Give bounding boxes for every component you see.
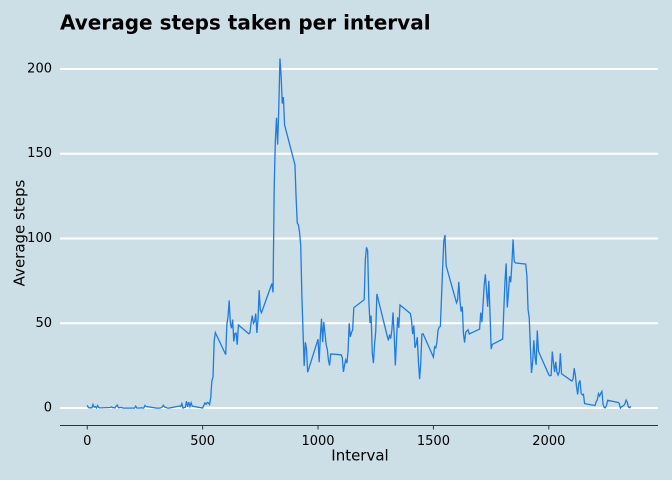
y-tick-label: 200 bbox=[27, 61, 52, 76]
chart-title: Average steps taken per interval bbox=[60, 11, 431, 35]
y-tick-label: 0 bbox=[44, 401, 52, 416]
y-tick-label: 100 bbox=[27, 231, 52, 246]
x-tick-label: 1500 bbox=[417, 434, 450, 449]
data-line bbox=[86, 58, 632, 410]
x-tick-label: 500 bbox=[190, 434, 215, 449]
x-tick-label: 0 bbox=[83, 434, 91, 449]
x-tick-label: 1000 bbox=[301, 434, 334, 449]
y-tick-label: 50 bbox=[35, 316, 52, 331]
y-tick-label: 150 bbox=[27, 146, 52, 161]
x-tick-label: 2000 bbox=[532, 434, 565, 449]
y-axis-title: Average steps bbox=[11, 180, 29, 287]
x-axis-title: Interval bbox=[331, 447, 388, 465]
